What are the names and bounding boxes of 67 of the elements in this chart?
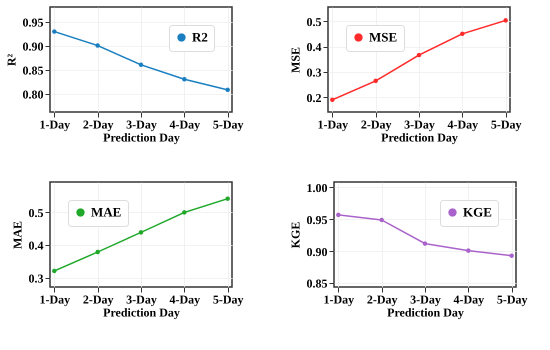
point bbox=[336, 212, 341, 218]
x-tick-label: 5-Day bbox=[490, 118, 522, 132]
x-tick-label: 2-Day bbox=[82, 118, 114, 132]
legend-label: MAE bbox=[91, 204, 122, 220]
point bbox=[466, 248, 471, 253]
point bbox=[138, 62, 144, 68]
x-tick-label: 3-Day bbox=[126, 118, 157, 132]
point bbox=[95, 43, 100, 48]
point bbox=[416, 52, 422, 58]
x-tick-label: 5-Day bbox=[212, 118, 244, 132]
y-tick-label: 0.5 bbox=[28, 206, 44, 220]
x-tick-label: 1-Day bbox=[39, 292, 70, 306]
point bbox=[225, 88, 230, 92]
x-tick-label: 4-Day bbox=[169, 118, 200, 132]
y-tick-label: 0.85 bbox=[22, 64, 44, 78]
point bbox=[138, 230, 144, 235]
y-tick-label: 0.95 bbox=[22, 15, 44, 30]
point bbox=[182, 77, 187, 82]
x-tick-label: 4-Day bbox=[447, 118, 478, 132]
point bbox=[373, 78, 378, 84]
y-tick-label: 0.2 bbox=[306, 90, 322, 105]
y-tick-label: 0.3 bbox=[28, 271, 44, 286]
y-tick-label: 1.00 bbox=[306, 180, 328, 195]
y-tick-label: 0.5 bbox=[306, 14, 322, 29]
point bbox=[330, 98, 335, 102]
y-axis-title: MSE bbox=[288, 46, 302, 74]
x-tick-label: 1-Day bbox=[323, 292, 354, 306]
point bbox=[460, 32, 465, 36]
point bbox=[52, 268, 57, 274]
legend-label: MSE bbox=[369, 30, 398, 44]
point bbox=[225, 196, 230, 201]
y-tick-label: 0.90 bbox=[306, 244, 328, 259]
x-tick-label: 3-Day bbox=[126, 292, 157, 306]
point bbox=[52, 29, 57, 34]
y-axis-title: KGE bbox=[288, 222, 302, 248]
y-tick-label: 0.90 bbox=[22, 40, 44, 54]
y-tick-label: 0.95 bbox=[306, 212, 328, 227]
point bbox=[379, 218, 384, 222]
x-axis-title: Prediction Day bbox=[103, 130, 180, 144]
x-tick-label: 1-Day bbox=[317, 118, 348, 132]
y-tick-label: 0.80 bbox=[22, 88, 44, 102]
x-tick-label: 5-Day bbox=[212, 292, 244, 306]
point bbox=[509, 253, 514, 258]
x-axis-title: Prediction Day bbox=[387, 306, 464, 320]
y-axis-title: R² bbox=[4, 53, 18, 66]
x-tick-label: 3-Day bbox=[410, 292, 441, 306]
y-axis-title: MAE bbox=[10, 221, 24, 249]
y-tick-label: 0.4 bbox=[28, 238, 44, 253]
y-tick-label: 0.4 bbox=[306, 40, 322, 54]
legend-label: R2 bbox=[192, 30, 208, 44]
point bbox=[422, 241, 428, 246]
y-tick-label: 0.3 bbox=[306, 66, 322, 80]
point bbox=[95, 250, 100, 254]
x-tick-label: 1-Day bbox=[39, 118, 70, 132]
x-tick-label: 2-Day bbox=[360, 118, 392, 132]
x-tick-label: 5-Day bbox=[496, 292, 528, 306]
x-tick-label: 3-Day bbox=[404, 118, 435, 132]
y-tick-label: 0.85 bbox=[306, 276, 328, 291]
legend-label: KGE bbox=[463, 204, 492, 220]
point bbox=[503, 18, 508, 23]
x-tick-label: 2-Day bbox=[366, 292, 398, 306]
x-axis-title: Prediction Day bbox=[381, 130, 458, 144]
x-axis-title: Prediction Day bbox=[103, 306, 180, 320]
x-tick-label: 4-Day bbox=[453, 292, 484, 306]
x-tick-label: 2-Day bbox=[82, 292, 114, 306]
point bbox=[182, 210, 187, 215]
x-tick-label: 4-Day bbox=[169, 292, 200, 306]
